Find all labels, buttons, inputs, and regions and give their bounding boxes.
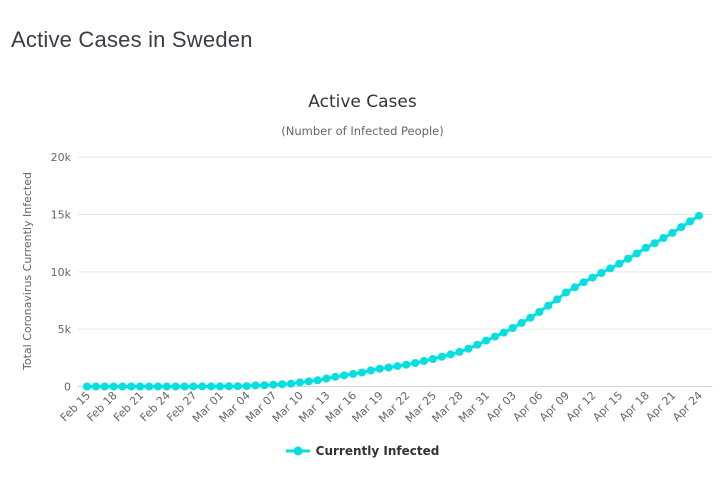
data-point-marker[interactable] [349,369,358,378]
data-point-marker[interactable] [446,350,455,359]
y-tick-label: 15k [51,209,72,222]
data-point-marker[interactable] [242,382,251,391]
data-point-marker[interactable] [287,379,295,388]
y-gridlines [78,156,712,330]
data-point-marker[interactable] [491,332,499,341]
data-point-marker[interactable] [340,371,349,380]
data-point-marker[interactable] [322,374,331,383]
data-point-marker[interactable] [136,382,145,391]
data-point-marker[interactable] [198,382,207,391]
data-point-marker[interactable] [109,382,118,391]
chart-subtitle: (Number of Infected People) [281,124,444,138]
data-point-marker[interactable] [278,380,287,389]
data-point-marker[interactable] [366,366,375,375]
data-point-marker[interactable] [127,382,136,391]
data-point-marker[interactable] [269,380,278,389]
data-point-marker[interactable] [189,382,198,391]
data-point-marker[interactable] [402,360,411,369]
data-point-marker[interactable] [313,376,322,385]
legend-series-marker-icon [285,446,310,456]
y-tick-label: 10k [51,266,72,279]
data-point-marker[interactable] [686,217,695,226]
data-point-marker[interactable] [632,249,641,258]
data-point-marker[interactable] [615,259,624,268]
data-point-marker[interactable] [553,295,562,304]
data-point-marker[interactable] [473,340,482,349]
data-point-marker[interactable] [677,223,686,232]
data-point-marker[interactable] [162,382,171,391]
data-point-marker[interactable] [526,313,535,322]
data-point-marker[interactable] [544,301,553,310]
data-point-marker[interactable] [570,283,579,292]
data-point-marker[interactable] [499,328,508,337]
data-point-marker[interactable] [455,347,464,356]
data-point-marker[interactable] [145,382,154,391]
data-point-marker[interactable] [384,363,393,372]
legend-label: Currently Infected [315,444,440,458]
data-point-marker[interactable] [358,368,366,377]
data-point-marker[interactable] [260,381,269,390]
legend-item-currently-infected[interactable]: Currently Infected [0,444,725,458]
data-point-marker[interactable] [154,382,162,391]
data-point-marker[interactable] [83,382,91,391]
y-tick-label: 20k [51,151,72,164]
data-point-marker[interactable] [535,308,544,316]
data-point-marker[interactable] [624,254,632,263]
data-point-marker[interactable] [650,239,659,248]
data-point-marker[interactable] [562,288,570,297]
data-point-marker[interactable] [393,362,402,371]
series-currently-infected[interactable] [83,211,703,391]
data-point-marker[interactable] [251,381,260,390]
data-point-marker[interactable] [437,352,446,361]
data-point-marker[interactable] [597,269,606,277]
data-point-marker[interactable] [304,377,313,386]
data-point-marker[interactable] [100,382,109,391]
data-point-marker[interactable] [216,382,224,391]
y-axis-title: Total Coronavirus Currently Infected [21,172,34,371]
data-point-marker[interactable] [428,355,437,363]
data-point-marker[interactable] [171,382,180,391]
chart-title: Active Cases [308,92,417,112]
data-point-marker[interactable] [508,324,517,332]
data-point-marker[interactable] [207,382,216,391]
data-point-marker[interactable] [659,234,668,242]
y-tick-label: 0 [64,381,71,394]
data-point-marker[interactable] [375,364,384,373]
y-tick-label: 5k [58,323,72,336]
data-point-marker[interactable] [118,382,127,391]
data-point-marker[interactable] [641,243,650,252]
data-point-marker[interactable] [420,357,428,365]
data-point-marker[interactable] [695,211,703,220]
page-title: Active Cases in Sweden [11,27,253,52]
data-point-marker[interactable] [295,378,304,387]
data-point-marker[interactable] [517,318,526,327]
data-point-marker[interactable] [91,382,100,391]
data-point-marker[interactable] [224,382,233,391]
x-tick-label: Apr 24 [670,389,705,424]
data-point-marker[interactable] [588,273,597,282]
data-point-marker[interactable] [668,228,677,237]
data-point-marker[interactable] [233,382,242,391]
data-point-marker[interactable] [579,278,588,287]
data-point-marker[interactable] [180,382,189,391]
data-point-marker[interactable] [464,344,473,353]
series-line [85,214,701,388]
data-point-marker[interactable] [606,264,615,273]
data-point-marker[interactable] [331,372,340,381]
data-point-marker[interactable] [411,359,420,367]
data-point-marker[interactable] [482,336,491,345]
y-axis-labels: 0 5k 10k 15k 20k [51,151,72,393]
